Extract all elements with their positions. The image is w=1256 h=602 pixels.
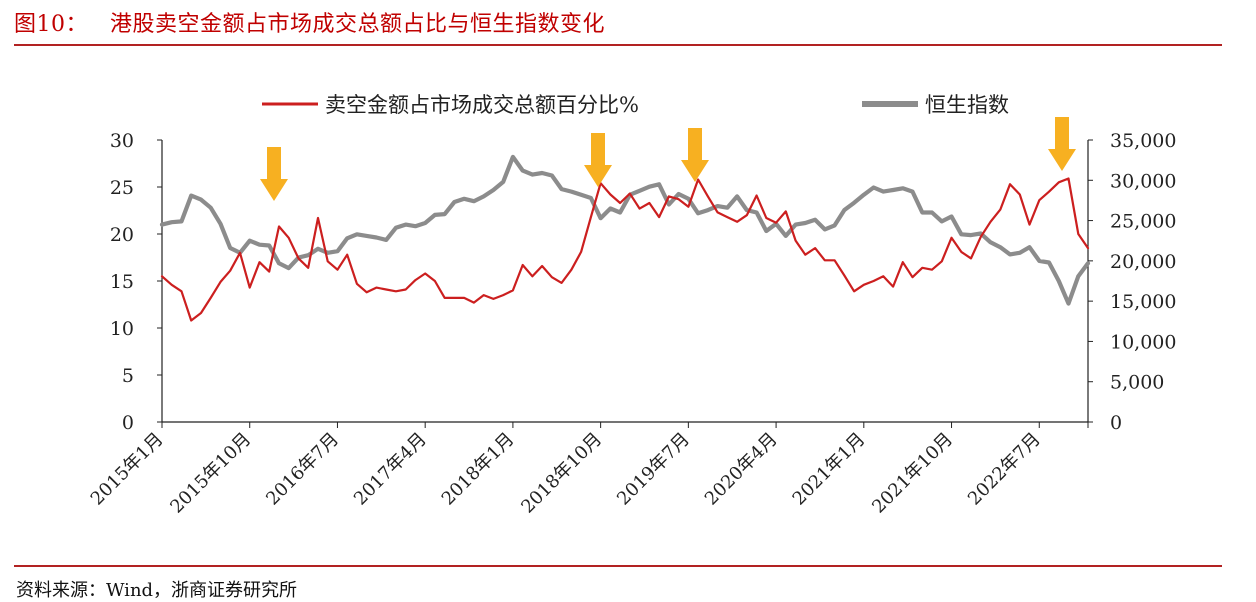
source-note: 资料来源：Wind，浙商证券研究所 bbox=[16, 580, 298, 601]
figure-title: 港股卖空金额占市场成交总额占比与恒生指数变化 bbox=[110, 12, 606, 37]
short-selling-series-line bbox=[160, 177, 1090, 322]
x-tick-label: 2016年7月 bbox=[262, 429, 343, 510]
right-tick-label: 10,000 bbox=[1110, 331, 1176, 353]
left-tick-label: 10 bbox=[110, 318, 134, 340]
legend-label-hsi: 恒生指数 bbox=[925, 93, 1009, 117]
legend-label-short-selling: 卖空金额占市场成交总额百分比% bbox=[325, 93, 639, 117]
figure-number: 图10： bbox=[14, 12, 88, 37]
left-tick-label: 30 bbox=[110, 130, 134, 152]
x-tick-label: 2020年4月 bbox=[701, 429, 782, 510]
right-tick-label: 20,000 bbox=[1110, 251, 1176, 273]
x-tick-label: 2017年4月 bbox=[350, 429, 431, 510]
down-arrow-icon bbox=[1048, 117, 1076, 171]
x-tick-label: 2015年10月 bbox=[166, 429, 255, 518]
down-arrow-icon bbox=[681, 128, 709, 182]
left-tick-label: 5 bbox=[122, 365, 134, 387]
hsi-series-line bbox=[159, 154, 1091, 306]
right-tick-label: 35,000 bbox=[1110, 130, 1176, 152]
left-tick-label: 15 bbox=[110, 271, 134, 293]
x-tick-label: 2022年7月 bbox=[964, 429, 1045, 510]
x-tick-label: 2015年1月 bbox=[87, 429, 168, 510]
down-arrow-icon bbox=[260, 147, 288, 201]
x-tick-label: 2018年1月 bbox=[438, 429, 519, 510]
right-tick-label: 15,000 bbox=[1110, 291, 1176, 313]
left-tick-label: 25 bbox=[110, 177, 134, 199]
left-tick-label: 20 bbox=[110, 224, 134, 246]
left-tick-label: 0 bbox=[122, 412, 134, 434]
bottom-divider bbox=[14, 565, 1222, 567]
right-tick-label: 30,000 bbox=[1110, 170, 1176, 192]
x-tick-label: 2021年10月 bbox=[868, 429, 957, 518]
x-tick-label: 2018年10月 bbox=[517, 429, 606, 518]
x-tick-label: 2019年7月 bbox=[613, 429, 694, 510]
right-tick-label: 0 bbox=[1110, 412, 1122, 434]
right-tick-label: 5,000 bbox=[1110, 372, 1164, 394]
figure-header: 图10： 港股卖空金额占市场成交总额占比与恒生指数变化 bbox=[14, 2, 605, 42]
right-tick-label: 25,000 bbox=[1110, 211, 1176, 233]
x-tick-label: 2021年1月 bbox=[789, 429, 870, 510]
down-arrow-icon bbox=[584, 133, 612, 187]
top-divider bbox=[14, 44, 1222, 46]
